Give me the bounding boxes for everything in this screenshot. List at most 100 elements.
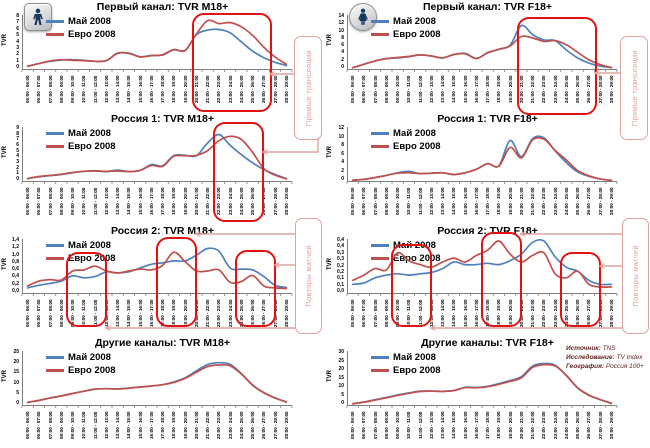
legend: Май 2008 Евро 2008 [46,127,116,153]
x-tick-label: 28:00 - 29:00 [283,75,289,104]
x-tick-label: 17:00 - 18:00 [485,75,490,104]
x-tick-label: 06:00 - 07:00 [36,75,42,104]
y-tick: 30 [338,349,344,355]
chart-panel-drugie-f: Другие каналы: TVR F18+ Май 2008 Евро 20… [325,336,650,448]
legend-label-may: Май 2008 [393,352,436,363]
x-tick-label: 19:00 - 20:00 [182,411,188,440]
x-tick-label: 26:00 - 27:00 [586,187,592,216]
x-tick-label: 05:00 - 06:00 [350,75,355,104]
y-tick: 1,4 [12,237,19,243]
x-tick-label: 09:00 - 10:00 [395,411,400,440]
x-tick-label: 06:00 - 07:00 [361,299,367,328]
annotation-replays-text: Повторы матчей [631,245,640,307]
legend-label-euro: Евро 2008 [68,141,116,152]
x-tick-label: 25:00 - 26:00 [575,411,580,440]
legend-item-may: Май 2008 [46,351,116,364]
legend-swatch-may [46,132,64,135]
x-tick-label: 13:00 - 14:00 [115,187,120,216]
x-tick-label: 22:00 - 23:00 [541,299,547,328]
y-tick: 10 [338,27,344,34]
annotation-live-broadcasts-right: Прямые трансляции [620,36,648,140]
x-tick-label: 22:00 - 23:00 [216,411,222,440]
source-row: Источник: TNS [566,344,648,353]
plot-area [346,351,618,408]
legend-label-may: Май 2008 [68,240,111,251]
x-tick-label: 21:00 - 22:00 [530,187,535,216]
x-tick-label: 11:00 - 12:00 [417,411,423,440]
x-tick-label: 12:00 - 13:00 [428,411,434,440]
x-tick-label: 08:00 - 09:00 [383,187,389,216]
x-tick-label: 09:00 - 10:00 [70,411,75,440]
x-tick-label: 05:00 - 06:00 [350,299,355,328]
legend-label-may: Май 2008 [393,128,436,139]
y-tick: 4 [341,49,344,56]
x-tick-label: 07:00 - 08:00 [372,75,378,104]
highlight-rect-live-rossia1-m [213,122,264,222]
x-axis-labels: 05:00 - 06:00 06:00 - 07:00 07:00 - 08:00 0… [347,183,617,221]
x-tick-label: 16:00 - 17:00 [148,411,154,440]
x-tick-label: 17:00 - 18:00 [160,75,165,104]
y-tick: 10 [338,133,344,140]
y-tick: 0,2 [12,280,19,287]
x-tick-label: 28:00 - 29:00 [608,75,614,104]
y-tick: 1,2 [12,244,19,251]
legend-swatch-may [371,20,389,23]
series-euro-line [351,35,613,69]
x-tick-label: 25:00 - 26:00 [575,187,580,216]
legend-item-may: Май 2008 [371,351,441,364]
y-tick: 15 [13,369,19,376]
annotation-match-replays-right: Повторы матчей [622,218,649,334]
x-tick-label: 09:00 - 10:00 [70,75,75,104]
y-tick: 8 [16,13,19,19]
y-tick: 7 [16,19,19,26]
x-tick-label: 15:00 - 16:00 [137,187,143,216]
x-tick-label: 15:00 - 16:00 [462,187,468,216]
x-tick-label: 10:00 - 11:00 [406,411,412,440]
legend-swatch-euro [371,369,389,372]
legend-swatch-euro [46,369,64,372]
x-tick-label: 24:00 - 25:00 [563,411,569,440]
legend-swatch-euro [371,145,389,148]
x-tick-label: 09:00 - 10:00 [70,187,75,216]
y-tick: 8 [341,34,344,41]
x-tick-label: 24:00 - 25:00 [238,411,244,440]
x-tick-label: 10:00 - 11:00 [81,411,87,440]
x-tick-label: 08:00 - 09:00 [383,75,389,104]
y-tick: 5 [341,391,344,398]
y-tick: 0,8 [12,258,19,265]
y-tick: 0,1 [337,275,344,282]
legend-item-euro: Евро 2008 [46,364,116,377]
series-euro-line [351,136,613,182]
x-tick-label: 08:00 - 09:00 [58,411,64,440]
y-tick: 2 [16,164,19,171]
y-tick: 0,4 [337,243,344,250]
legend-label-euro: Евро 2008 [393,253,441,264]
x-tick-label: 19:00 - 20:00 [507,187,513,216]
y-tick: 2 [341,56,344,63]
y-tick: 0,3 [337,256,344,263]
female-figure-glyph [358,8,368,25]
x-tick-label: 05:00 - 06:00 [350,411,355,440]
series-euro-line [26,363,288,404]
x-tick-label: 18:00 - 19:00 [171,75,177,104]
legend-item-euro: Евро 2008 [46,140,116,153]
legend-swatch-euro [371,33,389,36]
legend-label-may: Май 2008 [393,16,436,27]
x-tick-label: 12:00 - 13:00 [428,187,434,216]
source-value: TV Index [614,354,643,361]
legend-item-euro: Евро 2008 [371,140,441,153]
legend-label-may: Май 2008 [68,352,111,363]
x-tick-label: 17:00 - 18:00 [485,187,490,216]
legend-item-euro: Евро 2008 [371,28,441,41]
x-tick-label: 18:00 - 19:00 [496,187,502,216]
y-tick: 9 [16,125,19,131]
y-tick: 6 [341,42,344,49]
y-tick: 2 [16,51,19,58]
x-tick-label: 05:00 - 06:00 [25,75,30,104]
plot-area [346,127,618,184]
y-tick: 1 [16,57,19,64]
x-tick-label: 28:00 - 29:00 [283,299,289,328]
y-tick: 0,2 [337,262,344,269]
x-tick-label: 06:00 - 07:00 [361,187,367,216]
x-tick-label: 24:00 - 25:00 [563,187,569,216]
